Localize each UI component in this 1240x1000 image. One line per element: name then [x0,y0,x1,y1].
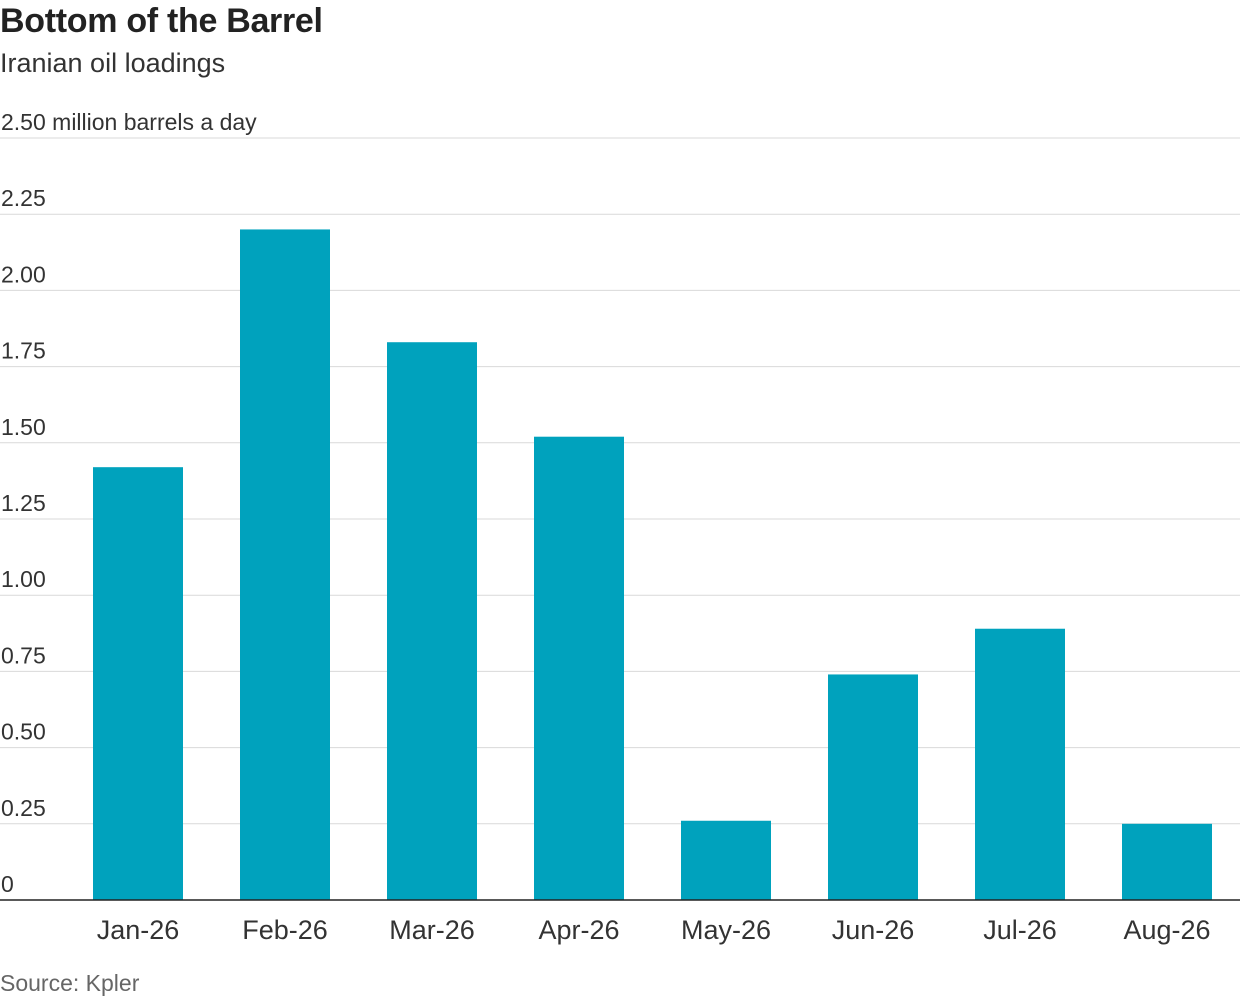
x-category-labels: Jan-26 Feb-26 Mar-26 Apr-26 May-26 Jun-26 Jul-… [97,915,1211,945]
chart-title: Bottom of the Barrel [0,2,323,40]
y-tick-label: 0.25 [1,795,46,821]
bar-feb-26 [240,229,330,900]
bar-apr-26 [534,436,624,900]
bar-may-26 [681,820,771,900]
bar-jul-26 [975,628,1065,900]
x-category-label: Jul-26 [983,915,1057,945]
bar-mar-26 [387,342,477,900]
bar-chart: 0 0.25 0.50 0.75 1.00 1.25 1.50 1.75 2.00 2.25 2.5… [0,109,1240,945]
x-category-label: Jan-26 [97,915,180,945]
x-category-label: Apr-26 [538,915,619,945]
y-tick-labels: 0 0.25 0.50 0.75 1.00 1.25 1.50 1.75 2.00 2.25 2.5… [1,109,257,897]
y-tick-label: 1.75 [1,338,46,364]
source-note: Source: Kpler [0,970,140,996]
y-tick-label: 2.25 [1,185,46,211]
bar-aug-26 [1122,823,1212,900]
x-category-label: Aug-26 [1123,915,1210,945]
x-category-label: Mar-26 [389,915,475,945]
y-tick-label: 2.00 [1,261,46,287]
x-category-label: May-26 [681,915,771,945]
y-tick-label: 0 [1,871,14,897]
chart-subtitle: Iranian oil loadings [0,48,226,78]
y-tick-label: 0.50 [1,719,46,745]
bar-jun-26 [828,674,918,900]
y-tick-label: 1.00 [1,566,46,592]
y-tick-label: 0.75 [1,642,46,668]
bars [93,229,1212,900]
bar-jan-26 [93,467,183,900]
y-tick-label: 1.25 [1,490,46,516]
x-category-label: Jun-26 [832,915,915,945]
y-tick-label: 1.50 [1,414,46,440]
x-category-label: Feb-26 [242,915,328,945]
y-tick-label: 2.50 million barrels a day [1,109,257,135]
